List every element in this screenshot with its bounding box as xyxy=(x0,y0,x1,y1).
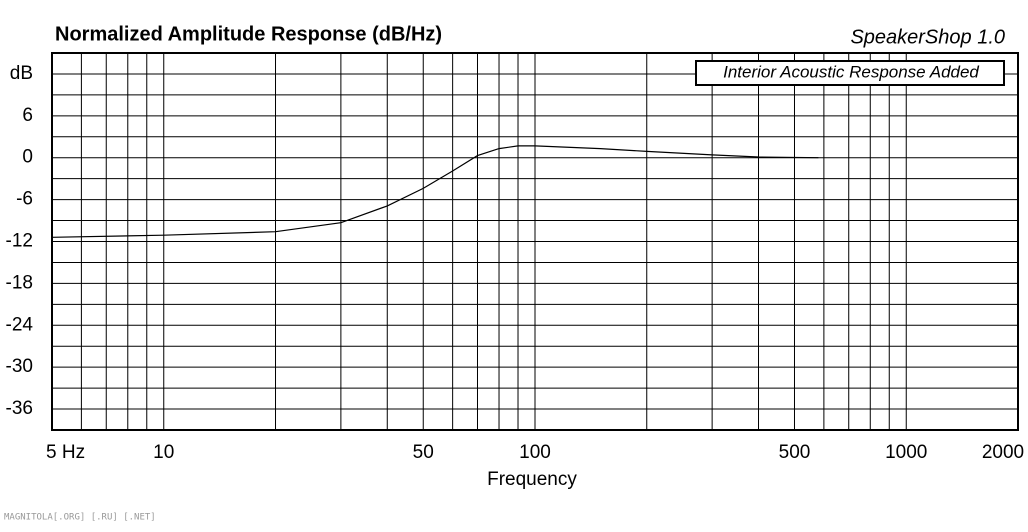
brand: SpeakerShop 1.0 xyxy=(850,26,1005,48)
annotation-box xyxy=(695,60,1005,86)
y-tick-label: 0 xyxy=(22,147,33,168)
x-tick-label: 10 xyxy=(153,442,174,463)
y-tick-label: dB xyxy=(10,63,33,84)
x-tick-label: 100 xyxy=(519,442,551,463)
y-tick-label: -36 xyxy=(6,398,33,419)
x-axis-label: Frequency xyxy=(487,469,577,490)
x-tick-label: 5 Hz xyxy=(46,442,85,463)
y-tick-label: 6 xyxy=(22,105,33,126)
y-tick-label: -12 xyxy=(6,231,33,252)
x-tick-label: 50 xyxy=(413,442,434,463)
plot-frame xyxy=(51,52,1019,431)
x-tick-label: 500 xyxy=(779,442,811,463)
footer: MAGNITOLA[.ORG] [.RU] [.NET] xyxy=(4,513,156,523)
y-tick-label: -6 xyxy=(16,189,33,210)
y-tick-label: -24 xyxy=(6,314,34,335)
chart-title: Normalized Amplitude Response (dB/Hz) xyxy=(55,23,442,45)
x-tick-label: 2000 xyxy=(982,442,1024,463)
annotation: Interior Acoustic Response Added xyxy=(723,62,979,81)
y-tick-label: -18 xyxy=(6,272,33,293)
y-tick-label: -30 xyxy=(6,356,33,377)
response-line xyxy=(51,145,819,238)
x-tick-label: 1000 xyxy=(885,442,927,463)
